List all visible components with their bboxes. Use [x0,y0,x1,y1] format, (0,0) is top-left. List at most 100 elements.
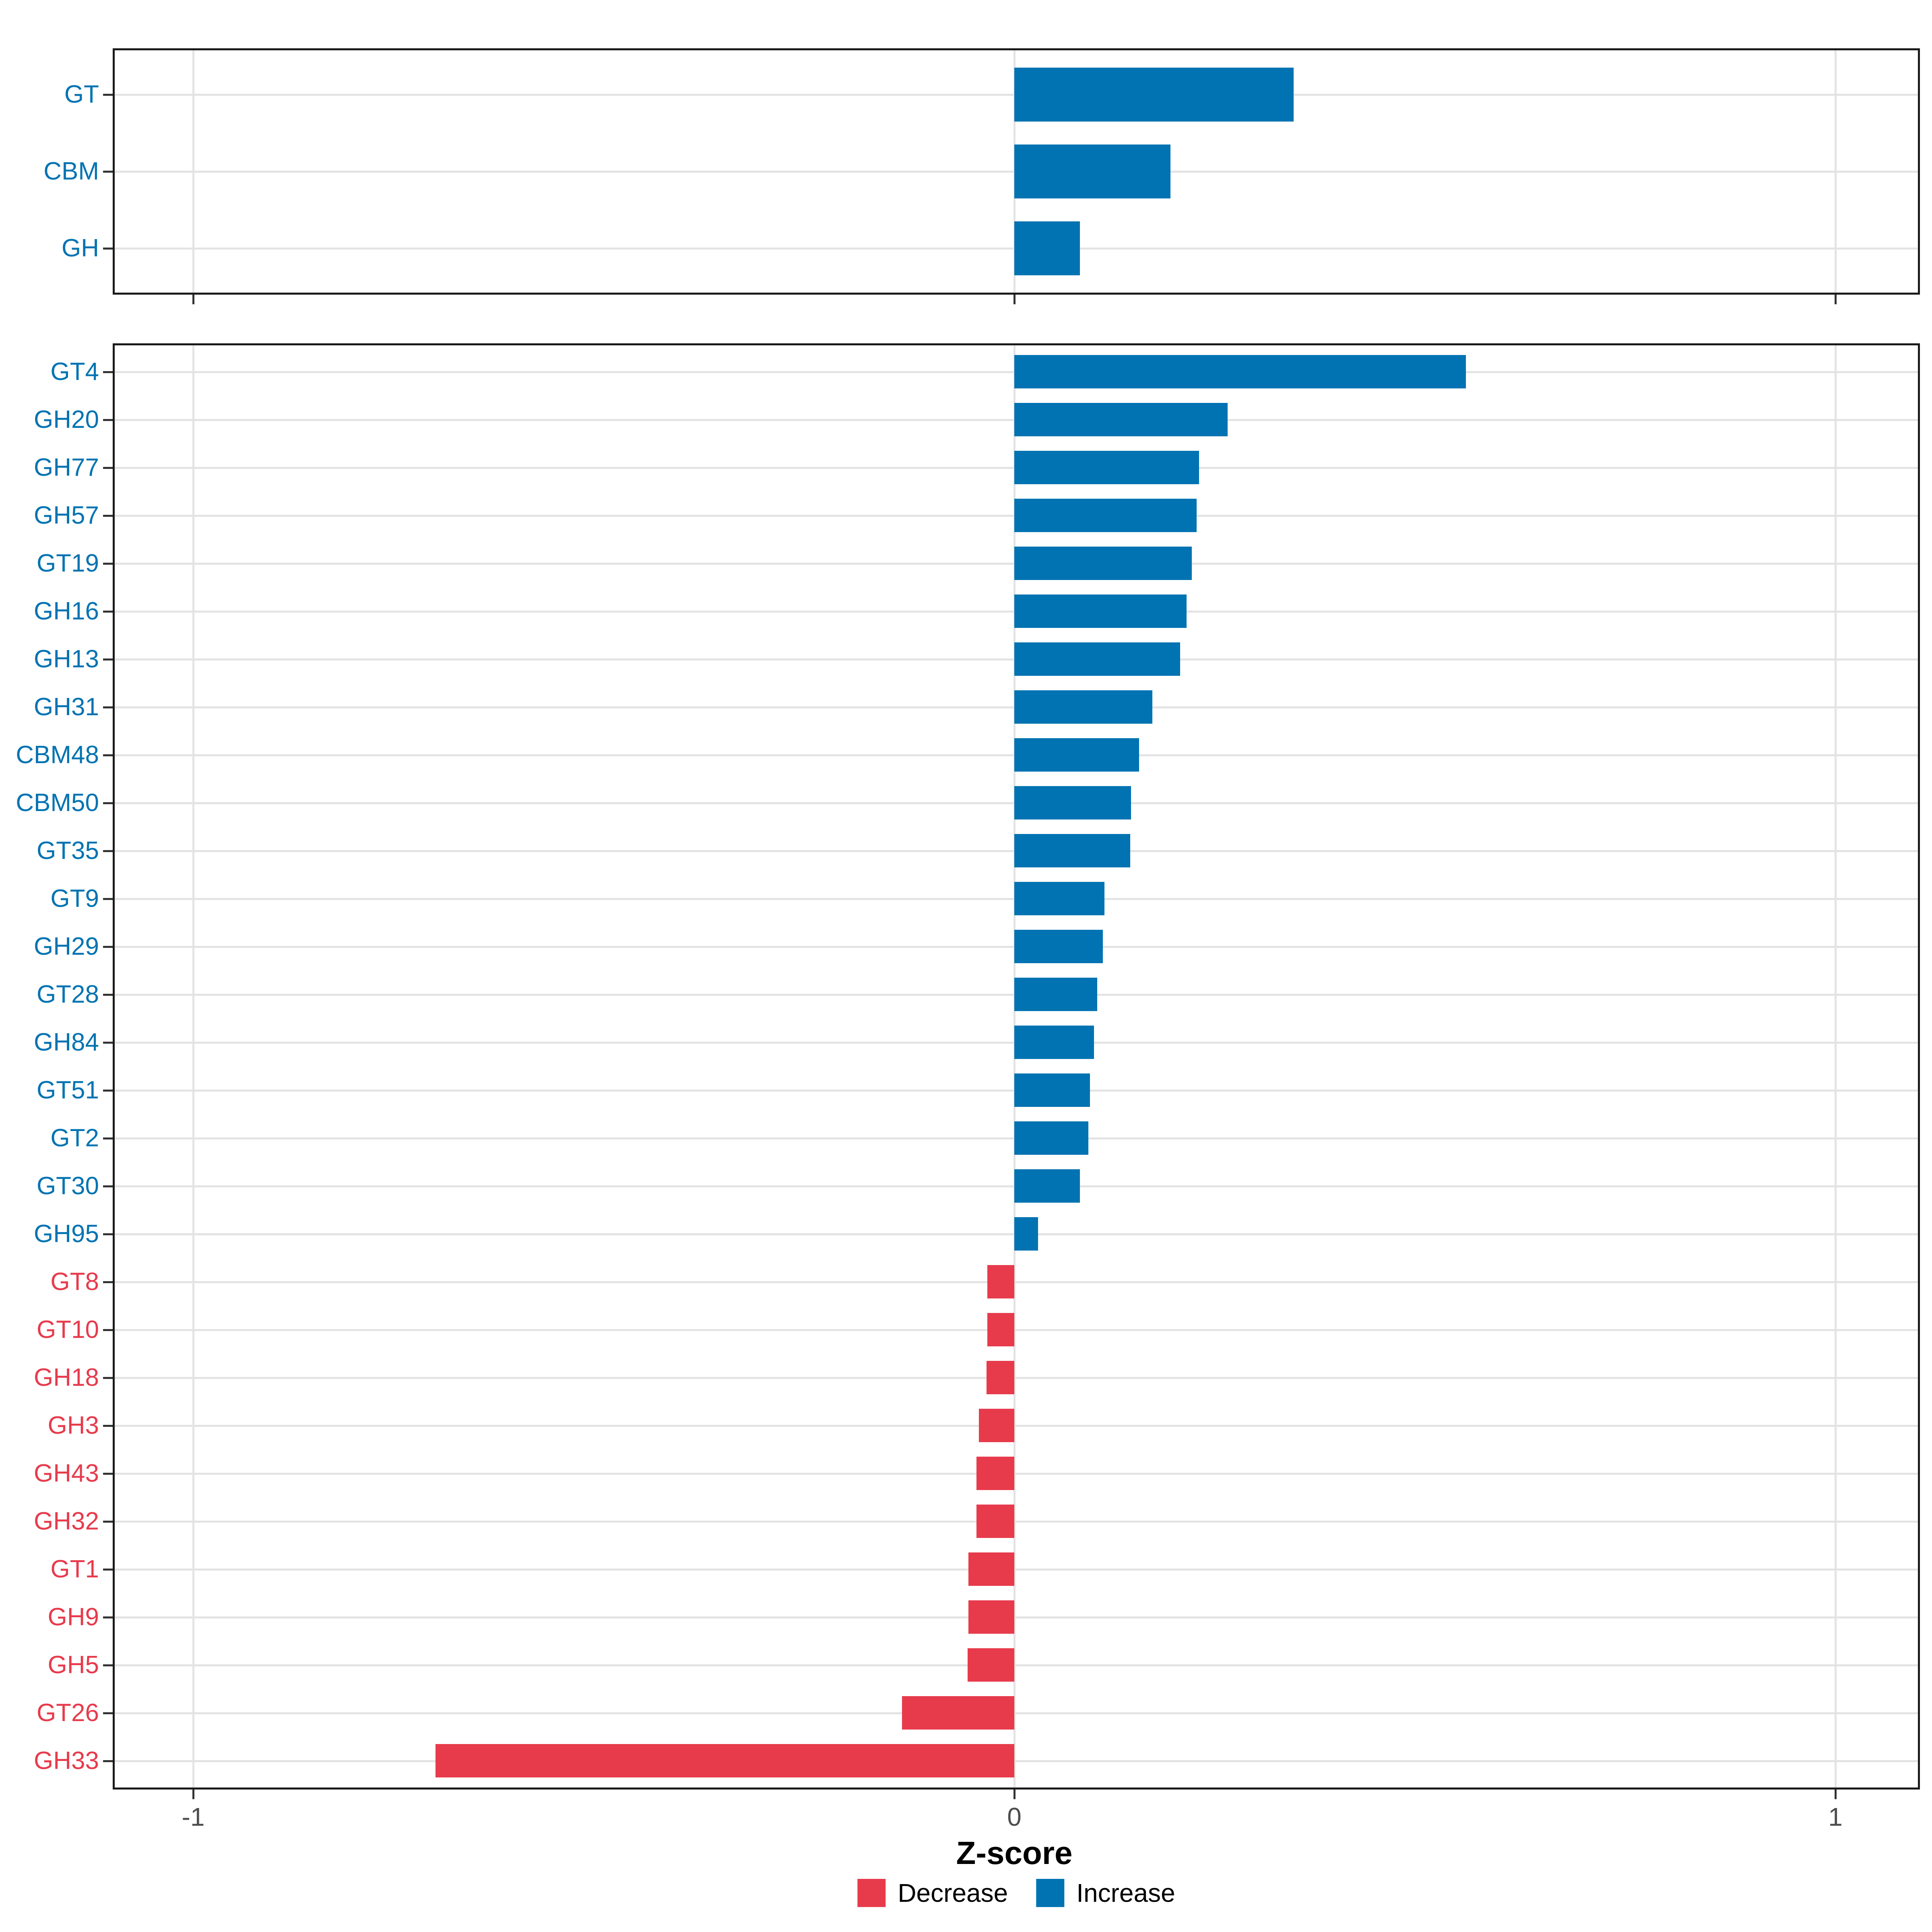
y-tick-mark [103,1233,113,1235]
bar-CBM48 [1014,738,1139,772]
gridline-row-GH33 [113,1760,1920,1762]
bar-GT9 [1014,882,1104,915]
gridline-row-GT26 [113,1712,1920,1714]
y-tick-mark [103,94,113,96]
bar-GH [1014,221,1080,275]
y-axis-label-GH18: GH18 [34,1364,99,1391]
y-axis-label-GT1: GT1 [50,1555,99,1583]
bar-GH13 [1014,642,1180,676]
legend-item-decrease: Decrease [857,1878,1008,1908]
bar-GH31 [1014,690,1152,724]
gridline-row-GT10 [113,1329,1920,1331]
y-tick-mark [103,1185,113,1187]
y-tick-mark [103,515,113,517]
legend: Decrease Increase [857,1878,1175,1908]
bar-GH84 [1014,1026,1094,1059]
top-panel [113,48,1920,295]
gridline-x-0 [1013,343,1016,1790]
y-tick-mark [103,171,113,173]
x-tick-mark [1013,295,1016,304]
y-axis-label-GH20: GH20 [34,406,99,433]
y-axis-label-GH16: GH16 [34,597,99,625]
legend-label-decrease: Decrease [898,1878,1008,1907]
y-tick-mark [103,658,113,661]
y-axis-label-GH5: GH5 [47,1651,99,1679]
y-tick-mark [103,1137,113,1139]
y-tick-mark [103,1042,113,1044]
y-tick-mark [103,1616,113,1618]
bar-GH33 [436,1744,1014,1777]
y-tick-mark [103,371,113,373]
y-tick-mark [103,802,113,804]
x-tick-mark [192,295,194,304]
legend-item-increase: Increase [1036,1878,1175,1908]
y-tick-mark [103,898,113,900]
y-tick-mark [103,1281,113,1283]
bar-GT4 [1014,355,1466,388]
bar-GH20 [1014,403,1228,436]
y-tick-mark [103,1425,113,1427]
y-axis-label-GT8: GT8 [50,1268,99,1296]
y-axis-label-GT19: GT19 [36,549,99,577]
x-tick-mark [1013,1790,1016,1799]
y-tick-mark [103,1473,113,1475]
y-axis-label-GT28: GT28 [36,980,99,1008]
bar-GT2 [1014,1121,1088,1155]
y-axis-label-GH84: GH84 [34,1028,99,1056]
bar-CBM [1014,144,1170,198]
bar-CBM50 [1014,786,1131,819]
bar-GT [1014,68,1294,122]
gridline-row-GT8 [113,1281,1920,1283]
bar-GT35 [1014,834,1130,867]
y-axis-label-GH3: GH3 [47,1412,99,1439]
gridline-row-GH32 [113,1521,1920,1523]
x-tick-mark [192,1790,194,1799]
y-tick-mark [103,248,113,250]
bar-GH18 [987,1361,1014,1394]
y-axis-label-GT35: GT35 [36,837,99,865]
x-tick-mark [1835,1790,1837,1799]
y-tick-mark [103,754,113,756]
x-tick-label-one: 1 [1828,1802,1843,1831]
bar-GH43 [976,1457,1014,1490]
gridline-row-GT1 [113,1569,1920,1571]
y-axis-label-GT30: GT30 [36,1172,99,1200]
bar-GT30 [1014,1169,1080,1203]
gridline-row-GH43 [113,1473,1920,1475]
y-tick-mark [103,611,113,613]
y-tick-mark [103,1377,113,1379]
bottom-panel [113,343,1920,1790]
gridline-row-GH9 [113,1616,1920,1618]
bar-GH5 [968,1648,1014,1682]
bar-GH3 [979,1409,1014,1442]
y-axis-label-GH: GH [62,234,99,262]
y-tick-mark [103,850,113,852]
y-axis-label-GH32: GH32 [34,1507,99,1535]
x-tick-label-zero: 0 [1007,1802,1022,1831]
y-tick-mark [103,1664,113,1666]
y-axis-label-GH77: GH77 [34,454,99,481]
y-tick-mark [103,946,113,948]
y-axis-label-GH13: GH13 [34,645,99,673]
y-tick-mark [103,994,113,996]
y-axis-label-GH33: GH33 [34,1747,99,1775]
x-axis-title: Z-score [956,1835,1073,1871]
x-tick-mark [1835,295,1837,304]
decrease-swatch-icon [857,1879,886,1907]
y-tick-mark [103,1329,113,1331]
increase-swatch-icon [1036,1879,1065,1907]
y-axis-label-GT4: GT4 [50,358,99,386]
bar-GT10 [987,1313,1014,1346]
y-axis-label-GT9: GT9 [50,885,99,912]
y-tick-mark [103,1090,113,1092]
x-tick-label-minus1: -1 [182,1802,205,1831]
bar-GT28 [1014,978,1097,1011]
bar-GT8 [987,1265,1014,1298]
y-axis-label-GH9: GH9 [47,1603,99,1631]
bar-GT1 [968,1552,1014,1586]
bar-GH77 [1014,451,1199,484]
y-tick-mark [103,706,113,708]
y-tick-mark [103,1712,113,1714]
y-axis-label-GH29: GH29 [34,933,99,960]
bar-GH57 [1014,499,1197,532]
